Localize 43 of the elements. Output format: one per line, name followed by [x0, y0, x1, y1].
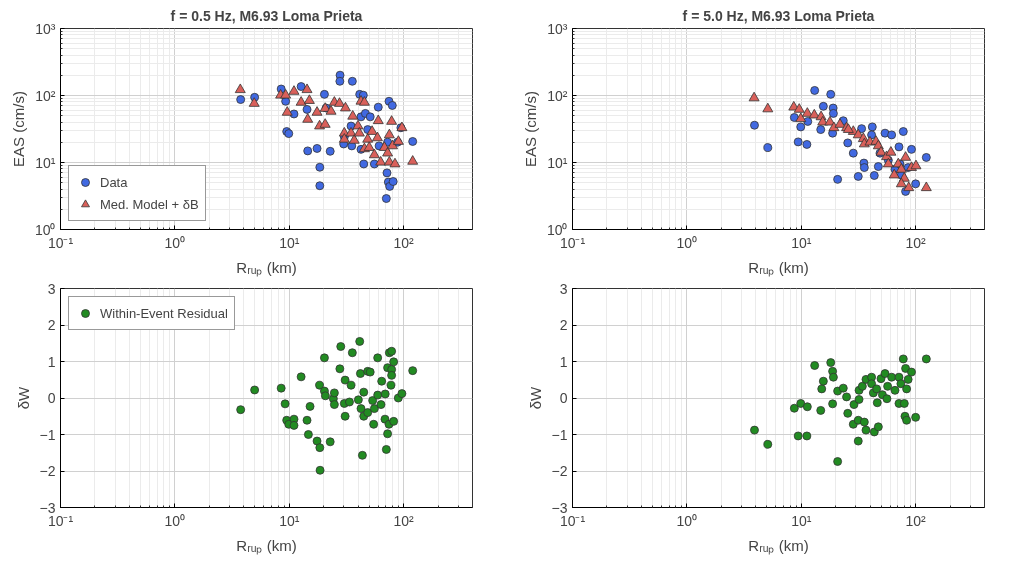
x-tick-label: 10² [393, 512, 415, 529]
y-tick-label: 10² [547, 87, 568, 104]
x-tick-label: 10¹ [791, 512, 812, 529]
x-tick-label: 10² [905, 234, 927, 251]
y-tick-label: −2 [39, 463, 56, 479]
y-tick-label: −1 [39, 426, 56, 443]
y-tick-label: 10¹ [547, 154, 568, 171]
x-axis-title: Rᵣᵤₚ (km) [748, 536, 809, 555]
x-tick-label: 10¹ [791, 234, 812, 251]
x-tick-label: 10⁰ [676, 234, 698, 251]
y-tick-label: 10³ [35, 20, 56, 37]
x-tick-label: 10² [905, 512, 927, 529]
chart-title: f = 0.5 Hz, M6.93 Loma Prieta [170, 7, 363, 24]
x-axis-title: Rᵣᵤₚ (km) [236, 536, 297, 555]
y-tick-label: 10³ [547, 20, 568, 37]
x-tick-label: 10² [393, 234, 415, 251]
legend-label: Med. Model + δB [100, 196, 199, 212]
y-axis-title: δW [14, 385, 32, 410]
y-tick-label: 0 [47, 390, 56, 406]
y-tick-label: 2 [47, 317, 56, 333]
y-tick-label: 3 [559, 280, 568, 297]
y-tick-label: 10² [35, 87, 56, 104]
x-axis-title: Rᵣᵤₚ (km) [748, 258, 809, 277]
x-axis-title: Rᵣᵤₚ (km) [236, 258, 297, 277]
y-axis-title: EAS (cm/s) [9, 91, 27, 167]
x-tick-label: 10⁰ [164, 234, 186, 251]
y-tick-label: −2 [551, 463, 568, 479]
y-tick-label: 1 [559, 353, 568, 370]
y-axis-title: EAS (cm/s) [521, 91, 539, 167]
x-tick-label: 10⁰ [676, 512, 698, 529]
y-tick-label: 1 [47, 353, 56, 370]
x-tick-label: 10¹ [279, 234, 300, 251]
y-tick-label: 10¹ [35, 154, 56, 171]
y-tick-label: 3 [47, 280, 56, 297]
y-tick-label: 2 [559, 317, 568, 333]
x-tick-label: 10⁰ [164, 512, 186, 529]
y-tick-label: −1 [551, 426, 568, 443]
legend-label: Data [100, 174, 128, 190]
x-tick-label: 10¹ [279, 512, 300, 529]
y-tick-label: 0 [559, 390, 568, 406]
y-axis-title: δW [526, 385, 544, 410]
chart-title: f = 5.0 Hz, M6.93 Loma Prieta [682, 7, 875, 24]
legend-label: Within-Event Residual [100, 305, 228, 321]
